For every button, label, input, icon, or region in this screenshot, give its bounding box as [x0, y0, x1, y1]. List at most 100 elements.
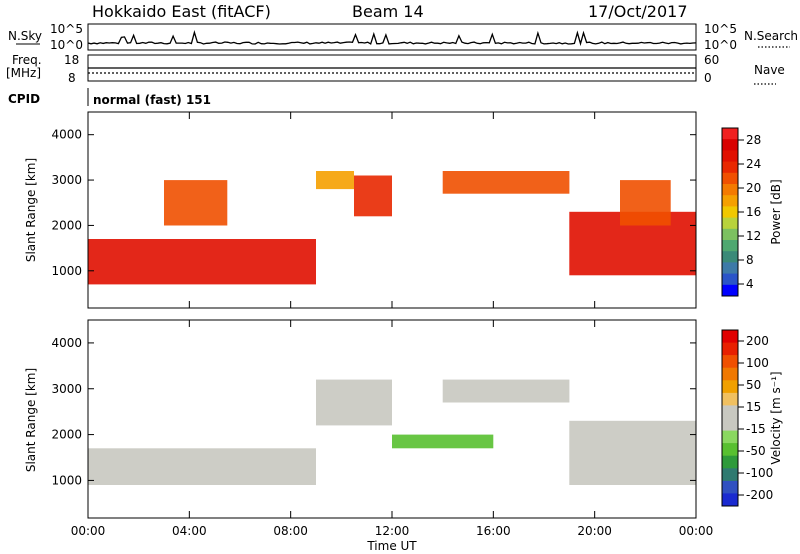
colorbar-tick-label: 15 — [746, 400, 761, 414]
colorbar-cell — [722, 392, 738, 406]
colorbar-cell — [722, 184, 738, 196]
colorbar-cell — [722, 273, 738, 286]
data-band — [392, 434, 494, 449]
colorbar-cell — [722, 443, 738, 457]
colorbar-cell — [722, 262, 738, 275]
data-band — [620, 180, 671, 226]
nsky-tick-top: 10^5 — [50, 22, 83, 36]
power-xaxis-ticks — [87, 112, 697, 308]
xtick-label: 00:00 — [71, 524, 106, 538]
data-band — [88, 448, 316, 485]
colorbar-cell — [722, 195, 738, 207]
data-band — [442, 171, 570, 194]
colorbar-cell — [722, 161, 738, 174]
velocity-panel: 1000 2000 3000 4000 00:00 04:00 08:00 12:00 16:… — [24, 319, 714, 553]
data-band — [316, 379, 392, 426]
cpid-label: CPID — [8, 92, 40, 106]
date-label: 17/Oct/2017 — [588, 2, 688, 21]
colorbar-cell — [722, 380, 738, 394]
colorbar-tick-label: 8 — [746, 253, 754, 267]
ytick-label: 4000 — [51, 336, 82, 350]
ytick-label: 1000 — [51, 264, 82, 278]
colorbar-cell — [722, 139, 738, 151]
data-band — [164, 180, 228, 226]
colorbar-cell — [722, 240, 738, 252]
velocity-colorbar: 200 100 50 15 -15 -50 -100 -200 Velocity [m s⁻¹… — [721, 329, 783, 507]
plot-title: Hokkaido East (fitACF) — [92, 2, 271, 21]
xaxis-label: Time UT — [366, 539, 417, 553]
colorbar-cell — [722, 228, 738, 241]
ytick-label: 2000 — [51, 218, 82, 232]
velocity-colorbar-frame — [721, 329, 739, 507]
colorbar-cell — [722, 355, 738, 369]
freq-label: Freq. — [12, 53, 42, 67]
nsky-trace — [87, 30, 697, 47]
noise-strip: N.Sky 10^5 10^0 10^5 10^0 N.Search — [8, 22, 798, 52]
nsky-tick-bottom: 10^0 — [50, 38, 83, 52]
colorbar-cell — [722, 480, 738, 494]
nave-tick-top: 60 — [704, 53, 719, 67]
colorbar-cell — [722, 418, 738, 432]
colorbar-cell — [722, 367, 738, 381]
nsearch-tick-bottom: 10^0 — [704, 38, 737, 52]
velocity-yaxis: 1000 2000 3000 4000 — [51, 336, 696, 487]
colorbar-cell — [722, 330, 738, 344]
power-colorbar: 28 24 20 16 12 8 4 Power [dB] — [721, 127, 783, 297]
colorbar-tick-label: 20 — [746, 181, 761, 195]
data-band — [442, 379, 570, 403]
colorbar-tick-label: -50 — [746, 444, 766, 458]
colorbar-tick-label: -100 — [746, 466, 773, 480]
velocity-colorbar-label: Velocity [m s⁻¹] — [769, 371, 783, 464]
data-band — [316, 171, 354, 190]
colorbar-tick-label: 4 — [746, 277, 754, 291]
power-data-layer — [88, 171, 696, 285]
colorbar-cell — [722, 342, 738, 356]
freq-unit-label: [MHz] — [6, 66, 41, 80]
nave-label: Nave — [754, 63, 785, 77]
noise-strip-frame — [87, 23, 697, 51]
xtick-label: 00:00 — [679, 524, 714, 538]
colorbar-tick-label: 100 — [746, 356, 769, 370]
nsky-label: N.Sky — [8, 29, 42, 43]
colorbar-tick-label: 24 — [746, 157, 761, 171]
power-ylabel: Slant Range [km] — [24, 158, 38, 262]
freq-tick-bottom: 8 — [68, 71, 76, 85]
colorbar-tick-label: 50 — [746, 378, 761, 392]
colorbar-cell — [722, 468, 738, 482]
ytick-label: 1000 — [51, 473, 82, 487]
velocity-ylabel: Slant Range [km] — [24, 368, 38, 472]
ytick-label: 4000 — [51, 128, 82, 142]
colorbar-tick-label: 28 — [746, 133, 761, 147]
ytick-label: 2000 — [51, 428, 82, 442]
freq-nave-strip: Freq. [MHz] 18 8 60 0 Nave — [6, 53, 785, 85]
power-colorbar-label: Power [dB] — [769, 179, 783, 244]
xtick-label: 16:00 — [476, 524, 511, 538]
colorbar-cell — [722, 405, 738, 419]
colorbar-tick-label: 12 — [746, 229, 761, 243]
colorbar-cell — [722, 251, 738, 263]
ytick-label: 3000 — [51, 173, 82, 187]
xtick-label: 20:00 — [577, 524, 612, 538]
data-band — [354, 175, 392, 217]
beam-label: Beam 14 — [352, 2, 424, 21]
data-band — [569, 420, 696, 485]
freq-tick-top: 18 — [64, 53, 79, 67]
colorbar-cell — [722, 128, 738, 140]
colorbar-cell — [722, 217, 738, 230]
colorbar-cell — [722, 455, 738, 469]
colorbar-tick-label: 200 — [746, 334, 769, 348]
xtick-label: 08:00 — [273, 524, 308, 538]
colorbar-cell — [722, 206, 738, 219]
data-band — [88, 239, 316, 285]
velocity-data-layer — [88, 379, 696, 485]
xtick-label: 12:00 — [375, 524, 410, 538]
nsearch-tick-top: 10^5 — [704, 22, 737, 36]
power-panel: 1000 2000 3000 4000 Slant Range [km] — [24, 111, 697, 309]
colorbar-cell — [722, 493, 738, 507]
colorbar-tick-label: 16 — [746, 205, 761, 219]
cpid-strip: CPID normal (fast) 151 — [8, 88, 211, 107]
velocity-xaxis: 00:00 04:00 08:00 12:00 16:00 20:00 00:00 — [71, 320, 714, 538]
ytick-label: 3000 — [51, 382, 82, 396]
colorbar-tick-label: -15 — [746, 422, 766, 436]
